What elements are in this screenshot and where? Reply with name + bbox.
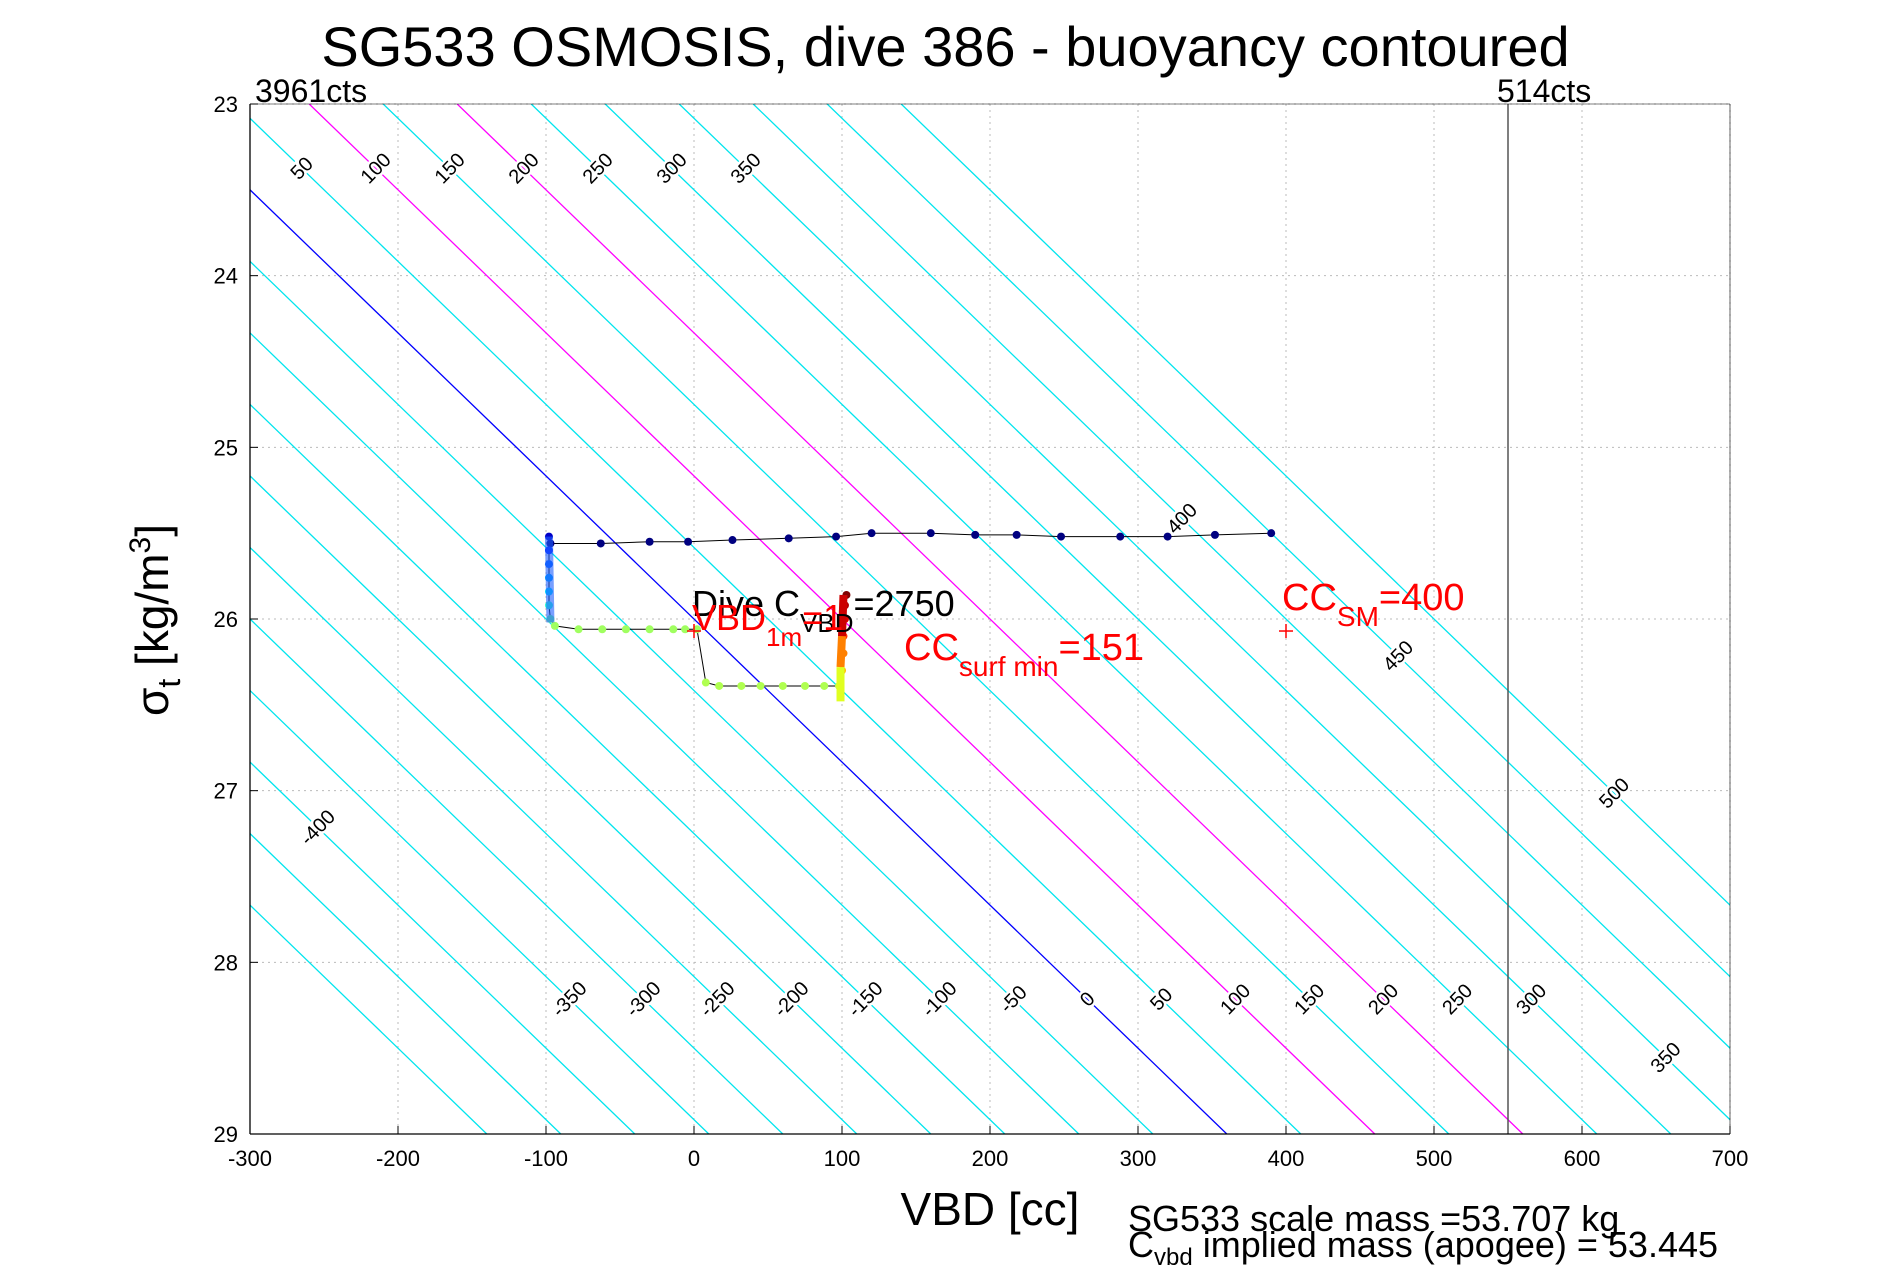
contour-line-250 [530, 104, 1598, 1134]
y-tick-label-5: 28 [214, 950, 238, 975]
y-tick-label-2: 25 [214, 435, 238, 460]
contour-line-0 [250, 188, 1228, 1134]
cc-sm-annotation: CCSM=400 [1282, 577, 1464, 632]
contour-line--100 [250, 331, 1080, 1134]
svg-text:σt [kg/m3]: σt [kg/m3] [124, 524, 187, 716]
dive-trace-line [548, 532, 1272, 697]
dive-point-11 [728, 536, 737, 545]
dive-trace [544, 529, 1293, 702]
contour-line-400 [752, 104, 1730, 1050]
contour-line--50 [250, 260, 1154, 1134]
left-count-label: 3961cts [255, 73, 367, 109]
implied-mass-footer: Cvbd implied mass (apogee) = 53.445 [1128, 1224, 1719, 1272]
contour-line-200 [456, 104, 1524, 1134]
x-axis-label: VBD [cc] [901, 1183, 1080, 1235]
cc-surf-min-annotation: CCsurf min=151 [904, 627, 1144, 682]
axes: -300 -200 -100 0 100 200 300 400 500 600 700 23 24 25… [214, 92, 1749, 1171]
contour-line-350 [678, 104, 1730, 1121]
dive-point-14 [596, 539, 605, 548]
buoyancy-contours [250, 104, 1730, 1134]
dive-point-13 [645, 537, 654, 546]
x-tick-label-6: 300 [1120, 1146, 1157, 1171]
descent-bundle [544, 536, 555, 623]
contour-line-50 [250, 117, 1302, 1134]
vbd-1m-annotation: VBD1m=1 [692, 597, 843, 652]
chart-title: SG533 OSMOSIS, dive 386 - buoyancy conto… [321, 15, 1570, 78]
dive-point-7 [926, 529, 935, 538]
dive-point-25 [598, 625, 607, 634]
contour-line-300 [604, 104, 1672, 1134]
dive-point-35 [778, 681, 787, 690]
y-tick-label-0: 23 [214, 92, 238, 117]
dive-point-34 [756, 681, 765, 690]
contour-line--150 [250, 403, 1006, 1134]
dive-point-37 [820, 681, 829, 690]
dive-point-4 [1057, 532, 1066, 541]
dive-point-28 [669, 625, 678, 634]
dive-point-26 [621, 625, 630, 634]
dive-point-24 [574, 625, 583, 634]
dive-point-33 [737, 681, 746, 690]
right-count-label: 514cts [1497, 73, 1591, 109]
x-tick-label-10: 700 [1712, 1146, 1749, 1171]
contour-line--350 [250, 689, 710, 1134]
scale-mass-footer: SG533 scale mass =53.707 kg [1128, 1198, 1620, 1239]
x-tick-label-0: -300 [228, 1146, 272, 1171]
dive-point-10 [784, 534, 793, 543]
dive-point-27 [645, 625, 654, 634]
dive-point-23 [550, 621, 559, 630]
dive-point-1 [1210, 530, 1219, 539]
dive-point-2 [1163, 532, 1172, 541]
contour-line--300 [250, 618, 784, 1134]
dive-point-9 [832, 532, 841, 541]
dive-point-32 [715, 681, 724, 690]
ascent-bundle-red [838, 594, 848, 637]
contour-line--250 [250, 546, 858, 1134]
x-tick-label-8: 500 [1416, 1146, 1453, 1171]
ascent-bundle-orange [836, 635, 846, 668]
dive-c-vbd-annotation: Dive CVBD=2750 [692, 583, 955, 638]
x-tick-label-9: 600 [1564, 1146, 1601, 1171]
dive-point-3 [1116, 532, 1125, 541]
y-tick-label-3: 26 [214, 607, 238, 632]
dive-point-29 [681, 625, 690, 634]
dive-point-5 [1012, 530, 1021, 539]
contour-line-450 [826, 104, 1730, 978]
x-tick-label-3: 0 [688, 1146, 700, 1171]
x-tick-label-4: 100 [824, 1146, 861, 1171]
dive-point-0 [1267, 529, 1276, 538]
dive-point-31 [701, 678, 710, 687]
contour-line--400 [250, 761, 636, 1134]
contour-line--450 [250, 832, 562, 1134]
dive-point-8 [867, 529, 876, 538]
y-axis-label: σt [kg/m3] [124, 524, 187, 716]
y-tick-label-4: 27 [214, 779, 238, 804]
x-tick-label-1: -200 [376, 1146, 420, 1171]
x-tick-label-7: 400 [1268, 1146, 1305, 1171]
contour-line--200 [250, 475, 932, 1134]
dive-point-6 [971, 530, 980, 539]
y-tick-label-6: 29 [214, 1122, 238, 1147]
y-tick-label-1: 24 [214, 264, 238, 289]
contour-line-500 [900, 104, 1730, 907]
contour-line--500 [250, 904, 488, 1134]
x-tick-label-5: 200 [972, 1146, 1009, 1171]
dive-point-36 [801, 681, 809, 690]
contour-line-150 [382, 104, 1450, 1134]
dive-point-12 [684, 537, 693, 546]
x-tick-label-2: -100 [524, 1146, 568, 1171]
